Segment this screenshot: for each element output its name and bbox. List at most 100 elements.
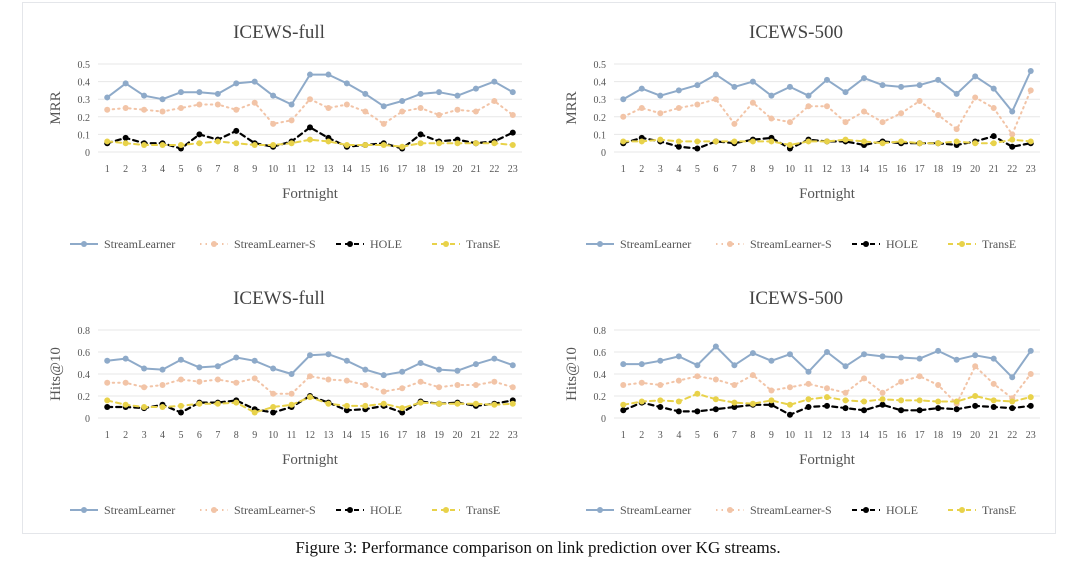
chart-0-series-3-point <box>472 140 479 147</box>
chart-2-series-1-point <box>196 378 203 385</box>
chart-2-series-1-point <box>104 379 111 386</box>
chart-2-series-3-point <box>104 397 111 404</box>
chart-1-series-0-point <box>768 92 775 99</box>
chart-1-x-tick-label: 8 <box>750 164 755 175</box>
chart-1-series-2-point <box>990 133 997 140</box>
chart-2-series-3-point <box>325 400 332 407</box>
chart-0-series-3-point <box>288 140 295 147</box>
chart-1-legend-label-3: TransE <box>982 237 1016 251</box>
chart-2-x-tick-label: 16 <box>379 430 389 441</box>
chart-0-x-tick-label: 14 <box>342 164 352 175</box>
chart-0-legend-label-0: StreamLearner <box>104 237 175 251</box>
chart-2-series-0-point <box>454 367 461 374</box>
chart-0-x-tick-label: 23 <box>508 164 518 175</box>
chart-0-legend-marker-3 <box>443 241 449 247</box>
chart-1-title: ICEWS-500 <box>749 22 843 43</box>
chart-3-series-0-point <box>953 356 960 363</box>
chart-3-series-0-point <box>824 349 830 355</box>
chart-1-series-0-point <box>620 96 627 103</box>
chart-2-x-tick-label: 11 <box>287 430 297 441</box>
chart-3-series-1-point <box>638 379 645 386</box>
chart-2-y-tick-label: 0.4 <box>78 370 91 381</box>
chart-3-legend-label-0: StreamLearner <box>620 503 691 517</box>
chart-2-y-tick-label: 0.8 <box>78 326 91 337</box>
chart-0-series-3-point <box>214 138 221 145</box>
chart-0-series-3-point <box>251 141 258 148</box>
chart-3-series-3-point <box>916 397 923 404</box>
chart-1-x-tick-label: 19 <box>952 164 962 175</box>
chart-0-legend-label-2: HOLE <box>370 237 402 251</box>
chart-2-series-3-point <box>509 400 516 407</box>
chart-1-x-tick-label: 21 <box>989 164 999 175</box>
chart-1-series-0-point <box>898 83 905 90</box>
chart-2-series-3-point <box>399 405 406 412</box>
chart-0-series-1-point <box>472 108 479 115</box>
chart-0-legend-label-1: StreamLearner-S <box>234 237 316 251</box>
chart-3-series-1-point <box>620 382 627 388</box>
chart-0-x-tick-label: 18 <box>416 164 426 175</box>
chart-3-y-tick-label: 0.8 <box>594 326 607 337</box>
chart-1-y-tick-label: 0.2 <box>594 113 607 124</box>
chart-1-series-1-point <box>694 101 701 108</box>
chart-0-series-2-point <box>233 127 240 134</box>
chart-2-series-3-point <box>343 402 350 409</box>
chart-3-series-3-point <box>898 397 905 404</box>
chart-3-series-2-point <box>768 401 775 408</box>
chart-2-series-0-point <box>122 355 129 362</box>
chart-2-series-3-point <box>436 400 443 407</box>
chart-2-legend-marker-1 <box>211 507 217 513</box>
chart-1-y-tick-label: 0.1 <box>594 130 607 141</box>
chart-0-series-1-point <box>104 106 111 113</box>
chart-2-series-0-point <box>325 351 332 358</box>
chart-3-series-0-point <box>638 361 645 368</box>
chart-0-series-0-point <box>196 89 203 96</box>
chart-3-series-2-point <box>898 407 905 414</box>
chart-1-y-tick-label: 0.3 <box>594 95 607 106</box>
chart-1-legend-marker-1 <box>727 241 733 247</box>
chart-0-series-3-point <box>436 140 443 147</box>
chart-3-series-3-point <box>1027 394 1034 401</box>
chart-1-series-0-point <box>1027 68 1034 75</box>
chart-0-series-2-point <box>307 124 313 131</box>
chart-0-legend-label-3: TransE <box>466 237 500 251</box>
chart-1-series-1-point <box>1009 131 1016 138</box>
chart-3-series-1-point <box>990 380 997 387</box>
chart-0-series-3-point <box>122 140 129 147</box>
chart-0-series-1-point <box>288 117 295 124</box>
chart-2-x-tick-label: 4 <box>160 430 165 441</box>
chart-2-series-1-point <box>233 379 240 386</box>
chart-0-series-0-point <box>436 89 443 96</box>
chart-0-series-3-point <box>307 136 313 143</box>
chart-3-x-tick-label: 19 <box>952 430 962 441</box>
chart-2-series-1-point <box>251 375 258 382</box>
chart-1-x-tick-label: 17 <box>915 164 925 175</box>
chart-3-x-tick-label: 17 <box>915 430 925 441</box>
chart-2-series-0-point <box>104 357 111 364</box>
chart-1-series-0-point <box>657 92 664 99</box>
chart-3-series-2-point <box>953 406 960 413</box>
chart-2-series-1-point <box>288 390 295 397</box>
chart-1-series-0-point <box>1009 108 1016 115</box>
chart-3-series-3-point <box>935 398 942 405</box>
chart-3-series-1-point <box>1027 371 1034 377</box>
chart-2-series-3-point <box>307 394 313 401</box>
chart-0-series-3-point <box>454 140 461 147</box>
chart-3-legend-marker-2 <box>863 507 869 513</box>
chart-0-series-0-point <box>159 96 166 103</box>
chart-1-series-1-point <box>861 108 868 115</box>
chart-2-series-3-point <box>122 401 129 408</box>
chart-3-series-3-point <box>675 398 682 405</box>
chart-2-series-2-point <box>104 404 111 410</box>
chart-0-series-0-point <box>288 101 295 108</box>
chart-3-y-tick-label: 0 <box>601 414 606 425</box>
chart-1-x-tick-label: 1 <box>621 164 626 175</box>
chart-2-series-0-point <box>343 357 350 364</box>
chart-3-series-2-point <box>712 406 719 413</box>
chart-3-series-3-point <box>768 397 775 404</box>
figure-frame <box>22 2 1056 534</box>
chart-2-x-tick-label: 3 <box>142 430 147 441</box>
chart-3-series-0-point <box>694 362 701 369</box>
chart-1-legend-marker-2 <box>863 241 869 247</box>
chart-0-series-3-point <box>380 141 387 148</box>
chart-0-series-1-point <box>214 101 221 108</box>
